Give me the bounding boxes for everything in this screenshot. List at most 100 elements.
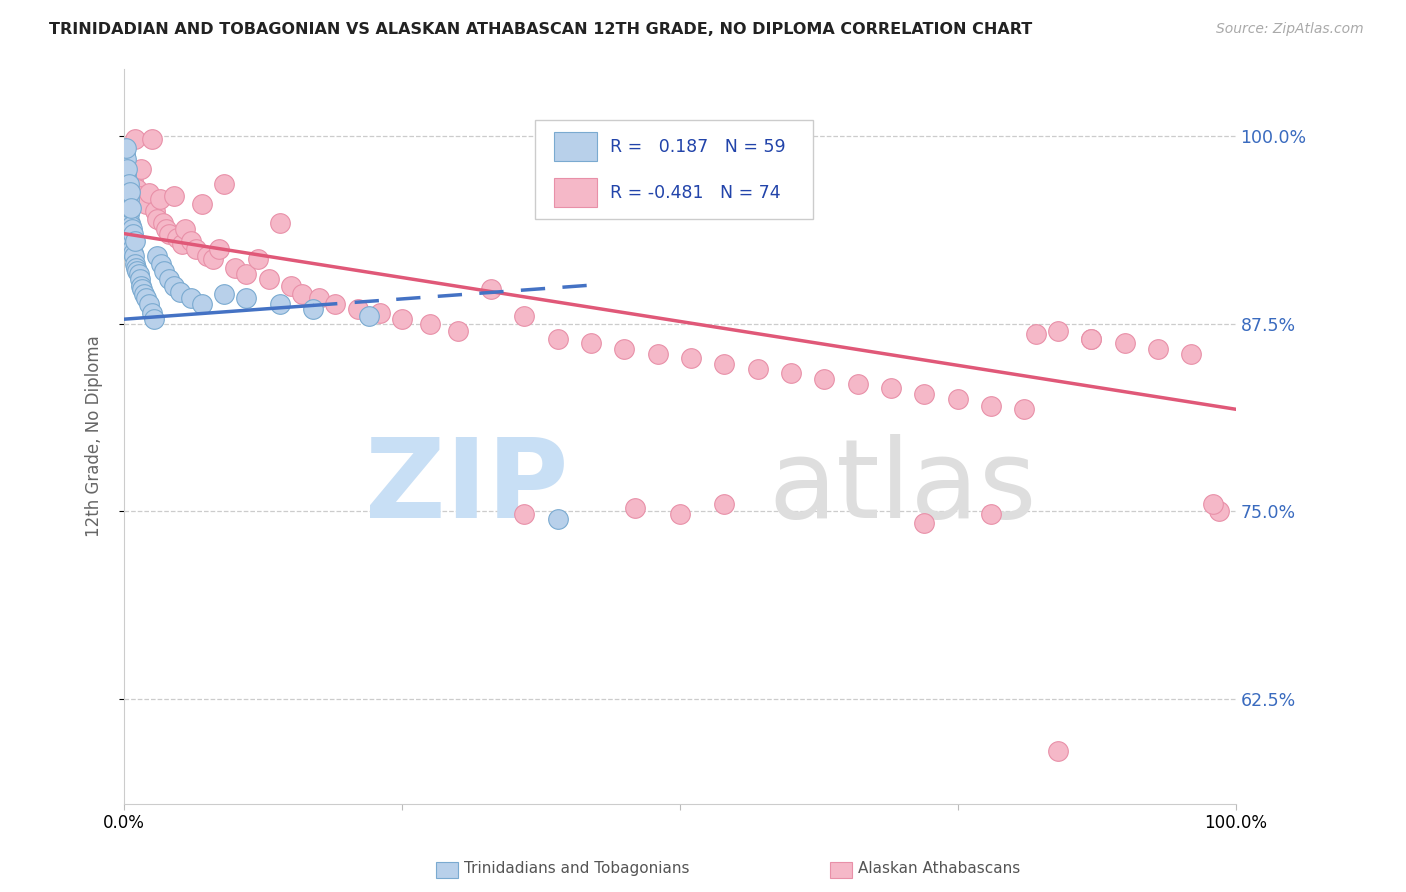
Point [1080, 332, 1102, 346]
Point [122, 246, 145, 260]
Point [202, 252, 225, 267]
Point [224, 261, 246, 276]
Point [513, 508, 536, 522]
Point [138, 186, 160, 200]
Point [115, 196, 138, 211]
Point [212, 177, 235, 191]
Text: R =   0.187   N = 59: R = 0.187 N = 59 [610, 137, 786, 156]
Point [115, 181, 138, 195]
Point [186, 242, 208, 256]
Point [257, 271, 280, 285]
Point [118, 167, 141, 181]
Point [547, 512, 569, 526]
Text: TRINIDADIAN AND TOBAGONIAN VS ALASKAN ATHABASCAN 12TH GRADE, NO DIPLOMA CORRELAT: TRINIDADIAN AND TOBAGONIAN VS ALASKAN AT… [49, 22, 1032, 37]
Text: Source: ZipAtlas.com: Source: ZipAtlas.com [1216, 22, 1364, 37]
Point [121, 242, 143, 256]
Point [135, 196, 157, 211]
Point [235, 291, 257, 305]
Point [117, 227, 139, 241]
Point [117, 189, 139, 203]
Point [149, 192, 172, 206]
Point [946, 392, 969, 406]
Point [163, 189, 186, 203]
Point [146, 249, 169, 263]
Point [149, 257, 172, 271]
Point [780, 366, 803, 380]
Point [291, 286, 314, 301]
Point [120, 219, 142, 233]
Point [191, 196, 214, 211]
Point [912, 516, 935, 531]
Point [114, 147, 136, 161]
Point [166, 231, 188, 245]
Point [152, 216, 174, 230]
Bar [554, 132, 596, 161]
Text: ZIP: ZIP [366, 434, 569, 541]
Point [163, 279, 186, 293]
Point [143, 204, 166, 219]
Point [302, 301, 325, 316]
Point [117, 207, 139, 221]
Point [846, 376, 869, 391]
Point [114, 159, 136, 173]
Point [180, 291, 202, 305]
Point [169, 285, 191, 300]
Point [980, 399, 1002, 413]
Point [134, 286, 156, 301]
Point [157, 227, 180, 241]
Point [115, 152, 138, 166]
Point [131, 282, 153, 296]
Point [207, 242, 229, 256]
Point [117, 192, 139, 206]
Point [713, 357, 735, 371]
Point [419, 317, 441, 331]
Point [713, 497, 735, 511]
Point [114, 204, 136, 219]
Point [143, 312, 166, 326]
Point [323, 297, 346, 311]
Point [128, 267, 150, 281]
Point [669, 508, 692, 522]
Point [146, 211, 169, 226]
Point [1208, 504, 1230, 518]
Point [170, 237, 193, 252]
Point [141, 132, 163, 146]
Point [129, 189, 152, 203]
Bar [554, 178, 596, 207]
Point [813, 372, 835, 386]
Point [1114, 336, 1136, 351]
Point [115, 167, 138, 181]
Point [122, 174, 145, 188]
Point [269, 297, 291, 311]
Point [579, 336, 602, 351]
Point [269, 216, 291, 230]
Point [122, 249, 145, 263]
Point [117, 174, 139, 188]
Point [134, 192, 156, 206]
Point [138, 297, 160, 311]
Point [118, 201, 141, 215]
Point [191, 297, 214, 311]
Point [117, 162, 139, 177]
Point [117, 177, 139, 191]
Point [747, 361, 769, 376]
Point [120, 237, 142, 252]
Point [153, 264, 176, 278]
Point [115, 211, 138, 226]
Point [120, 201, 142, 215]
Point [980, 508, 1002, 522]
Point [157, 271, 180, 285]
Point [121, 222, 143, 236]
Text: R = -0.481   N = 74: R = -0.481 N = 74 [610, 184, 780, 202]
Text: Trinidadians and Tobagonians: Trinidadians and Tobagonians [464, 861, 689, 876]
Point [174, 222, 197, 236]
Point [1202, 497, 1225, 511]
Point [1180, 347, 1202, 361]
Point [1147, 342, 1170, 356]
Point [346, 301, 368, 316]
Point [127, 264, 149, 278]
Text: atlas: atlas [769, 434, 1038, 541]
Y-axis label: 12th Grade, No Diploma: 12th Grade, No Diploma [86, 335, 103, 537]
Point [115, 141, 138, 155]
Point [446, 324, 468, 338]
